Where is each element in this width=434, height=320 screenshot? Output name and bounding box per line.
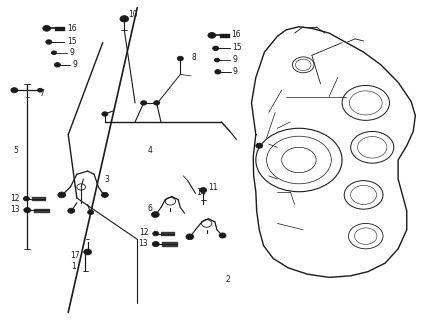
Text: 10: 10 [128,10,138,19]
Circle shape [153,231,159,236]
Circle shape [46,40,52,44]
Circle shape [84,249,92,255]
Circle shape [51,51,56,55]
Text: 15: 15 [232,43,242,52]
Text: 16: 16 [232,30,241,39]
Circle shape [11,88,18,93]
Text: 1: 1 [71,262,76,271]
Circle shape [141,101,147,105]
Text: 9: 9 [69,48,74,57]
Text: 13: 13 [138,239,148,248]
Text: 15: 15 [67,37,76,46]
Text: 9: 9 [232,55,237,64]
Circle shape [200,188,207,193]
Circle shape [213,46,219,51]
Circle shape [68,208,75,213]
Circle shape [154,101,160,105]
Circle shape [102,192,108,197]
Circle shape [58,192,66,198]
Circle shape [54,63,60,67]
Circle shape [208,32,216,38]
Text: 5: 5 [13,146,18,155]
Circle shape [38,88,43,92]
Text: 9: 9 [73,60,78,69]
Circle shape [186,234,194,240]
Circle shape [102,112,108,116]
Circle shape [152,242,159,247]
Circle shape [256,143,263,148]
Text: 4: 4 [148,146,153,155]
Circle shape [151,212,159,217]
Text: 7: 7 [39,89,44,98]
Text: 13: 13 [10,205,20,214]
Circle shape [23,196,30,201]
Circle shape [24,208,31,213]
Circle shape [214,58,220,62]
Circle shape [88,210,94,215]
Text: 8: 8 [191,53,196,62]
Circle shape [215,69,221,74]
Text: 6: 6 [147,204,152,213]
Circle shape [120,16,128,22]
Text: 3: 3 [104,174,109,184]
Text: 12: 12 [139,228,149,237]
Text: 9: 9 [233,67,238,76]
Text: 12: 12 [10,194,20,203]
Text: 2: 2 [226,276,230,284]
Text: 14: 14 [196,188,206,197]
Circle shape [178,56,183,61]
Circle shape [219,233,226,238]
Text: 11: 11 [208,183,218,192]
Circle shape [43,26,50,31]
Text: 16: 16 [67,24,76,33]
Text: 17: 17 [70,251,80,260]
